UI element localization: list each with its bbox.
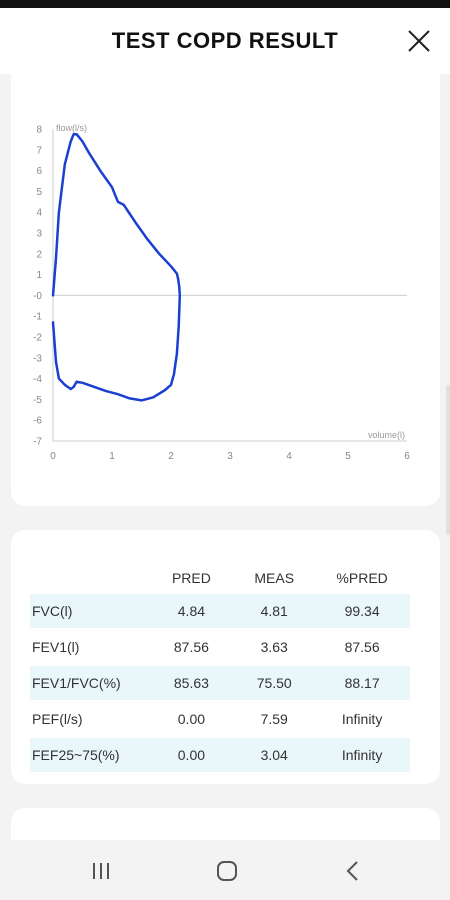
- navigation-bar: [0, 840, 450, 900]
- y-tick-label: 4: [36, 208, 42, 219]
- meas-value: 4.81: [234, 594, 315, 630]
- pred-value: 4.84: [148, 594, 235, 630]
- scrollbar[interactable]: [446, 385, 450, 535]
- y-tick-label: -6: [33, 416, 42, 427]
- header-meas: MEAS: [254, 570, 295, 586]
- y-tick-label: 5: [36, 187, 42, 198]
- x-tick-label: 1: [109, 451, 115, 462]
- pred-value: 85.63: [148, 665, 235, 702]
- page-title: TEST COPD RESULT: [111, 28, 339, 53]
- meas-value: 3.63: [234, 629, 315, 666]
- recent-apps-button[interactable]: [86, 856, 116, 886]
- table-row-fev1-fvc: FEV1/FVC(%) 85.63 75.50 88.17: [30, 665, 410, 702]
- close-button[interactable]: [404, 26, 434, 56]
- table-row-pef: PEF(l/s) 0.00 7.59 Infinity: [30, 701, 410, 738]
- x-tick-label: 4: [286, 451, 292, 462]
- x-tick-label: 6: [404, 451, 410, 462]
- back-button[interactable]: [338, 856, 368, 886]
- pred-value: 0.00: [148, 701, 235, 738]
- percent-pred-value: 88.17: [314, 665, 410, 702]
- meas-value: 7.59: [234, 701, 315, 738]
- y-tick-label: 1: [36, 270, 42, 281]
- percent-pred-value: Infinity: [314, 737, 410, 774]
- percent-pred-value: Infinity: [314, 701, 410, 738]
- recent-apps-icon: [93, 863, 109, 879]
- status-bar: [0, 0, 450, 8]
- results-table: PRED MEAS %PRED FVC(l) 4.84 4.81 99.34 F…: [30, 562, 410, 774]
- y-tick-label: -2: [33, 333, 42, 344]
- app-header: TEST COPD RESULT: [0, 8, 450, 74]
- table-row-fev1: FEV1(l) 87.56 3.63 87.56: [30, 629, 410, 666]
- row-label: FEV1/FVC(%): [30, 665, 149, 702]
- home-icon: [217, 861, 237, 881]
- y-tick-label: -5: [33, 395, 42, 406]
- header-percent-pred: %PRED: [336, 570, 388, 586]
- header-blank: [30, 562, 149, 594]
- row-label: FEV1(l): [30, 629, 149, 666]
- row-label: FVC(l): [30, 594, 149, 630]
- y-tick-label: -3: [33, 353, 42, 364]
- meas-value: 3.04: [234, 737, 315, 774]
- table-row-fef25-75: FEF25~75(%) 0.00 3.04 Infinity: [30, 737, 410, 774]
- table-row-fvc: FVC(l) 4.84 4.81 99.34: [30, 594, 410, 630]
- y-tick-label: 8: [36, 125, 42, 136]
- flow-volume-chart: 8 7 6 5 4 3 2 1 -0 -1 -2 -3 -4 -5 -6 -7 0 1 2 3 4 5 6 flow(l/s…: [33, 123, 410, 462]
- pred-value: 0.00: [148, 737, 235, 774]
- row-label: FEF25~75(%): [30, 737, 149, 774]
- home-button[interactable]: [212, 856, 242, 886]
- x-tick-label: 0: [50, 451, 56, 462]
- y-tick-label: -0: [33, 291, 42, 302]
- x-tick-label: 3: [227, 451, 233, 462]
- percent-pred-value: 99.34: [314, 594, 410, 630]
- x-tick-label: 2: [168, 451, 174, 462]
- chart-card: [11, 74, 440, 506]
- row-label: PEF(l/s): [30, 701, 149, 738]
- pred-value: 87.56: [148, 629, 235, 666]
- close-icon: [408, 30, 430, 52]
- y-tick-label: 2: [36, 249, 42, 260]
- y-tick-label: 3: [36, 229, 42, 240]
- y-axis-label: flow(l/s): [56, 123, 87, 133]
- y-tick-label: -4: [33, 374, 42, 385]
- y-tick-label: -1: [33, 312, 42, 323]
- back-icon: [346, 861, 358, 881]
- meas-value: 75.50: [234, 665, 315, 702]
- flow-volume-series-line: [51, 132, 182, 402]
- percent-pred-value: 87.56: [314, 629, 410, 666]
- header-pred: PRED: [171, 570, 211, 586]
- x-tick-label: 5: [345, 451, 351, 462]
- y-tick-label: 7: [36, 145, 42, 156]
- x-axis-label: volume(l): [368, 430, 405, 440]
- table-header-row: PRED MEAS %PRED: [30, 562, 410, 594]
- y-tick-label: 6: [36, 166, 42, 177]
- y-tick-label: -7: [33, 437, 42, 448]
